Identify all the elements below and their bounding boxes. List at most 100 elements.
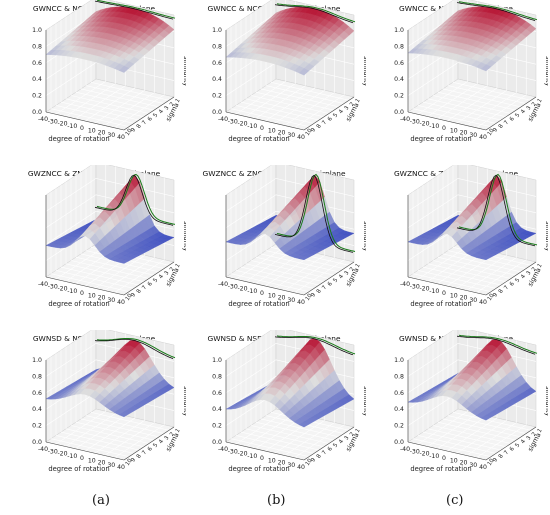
x-tick-label: 20 [460,130,468,137]
surface-plot: GWNCC & NCC for small airplane-40-30-20-… [32,0,186,143]
gridline [255,256,335,276]
x-tick-label: 10 [88,457,96,464]
x-tick-label: 0 [80,455,84,462]
gridline [245,428,325,448]
y-tick-label: 10 [487,128,496,138]
x-tick-label: -40 [218,116,228,123]
x-tick-label: -30 [228,448,238,455]
x-axis-line [407,276,487,296]
z-tick-label: 0.2 [394,93,404,100]
z-tick-label: 0.2 [32,423,42,430]
x-tick-label: 20 [460,295,468,302]
y-axis-label: sigma [526,101,542,122]
z-tick-label: 1.0 [32,357,42,364]
y-tick-label: 6 [509,281,516,288]
y-tick-label: 8 [316,123,323,130]
baseline-curve [94,338,174,359]
baseline-curve [274,174,354,253]
x-tick-label: 30 [287,462,295,469]
y-axis-line [485,261,537,296]
z-tick-label: 0.2 [212,93,222,100]
y-tick-label: 8 [498,123,505,130]
surface-plot: GWZNCC & ZNCC for medium airplane-40-30-… [202,165,366,308]
y-tick-label: 7 [141,449,148,456]
gridline [230,273,310,292]
y-tick-label: 5 [153,442,160,449]
gridline [437,91,517,111]
x-tick-label: 10 [88,127,96,134]
x-tick-label: 40 [479,464,487,471]
y-tick-label: 4 [158,438,165,445]
x-tick-label: -20 [419,451,429,458]
y-tick-label: 8 [136,453,143,460]
y-tick-label: 5 [515,112,522,119]
z-tick-label: 1.0 [394,357,404,364]
z-axis-label: similarity [362,56,366,87]
gridline [452,82,532,101]
gridline [65,263,145,283]
y-tick-label: 1 [355,262,362,269]
x-tick-label: -40 [400,446,410,453]
y-tick-label: 2 [531,431,538,437]
gridline [417,435,497,454]
gridline [240,431,320,451]
y-tick-label: 1 [537,427,544,434]
x-tick-label: -40 [400,281,410,288]
y-tick-label: 2 [349,266,356,272]
gridline [265,250,345,269]
y-axis-label: sigma [344,101,360,122]
surface-plot: GWNSD & NSD for small airplane-40-30-20-… [32,330,186,473]
y-tick-label: 4 [520,273,527,280]
y-axis-line [123,261,175,296]
surface-patch [118,65,130,73]
gridline [412,108,492,127]
y-tick-label: 3 [526,270,533,277]
gridline [55,105,135,124]
gridline [70,425,150,444]
surface-patch [480,64,492,72]
gridline [70,260,150,279]
z-tick-label: 0.0 [32,439,42,446]
gridline [260,253,340,273]
gridline [427,263,507,283]
y-axis-label: sigma [344,431,360,452]
y-axis-label: sigma [164,431,180,452]
baseline-curve [274,4,354,24]
gridline [240,101,320,121]
y-tick-label: 1 [537,262,544,269]
z-tick-label: 0.6 [32,60,42,67]
y-tick-label: 9 [130,127,137,134]
x-tick-label: -10 [429,123,439,130]
x-tick-label: 40 [479,134,487,141]
x-tick-label: -30 [228,283,238,290]
gridline [235,435,315,454]
gridline [245,98,325,118]
x-tick-label: 20 [278,130,286,137]
x-tick-label: 0 [442,125,446,132]
baseline-curve [94,174,174,226]
z-axis-label: similarity [362,386,366,417]
z-tick-label: 0.8 [394,43,404,50]
x-axis-label: degree of rotation [48,465,109,473]
gridline [55,270,135,289]
baseline-curve [94,0,174,20]
gridline [437,256,517,276]
gridline [432,260,512,279]
x-tick-label: -30 [410,448,420,455]
gridline [80,88,160,108]
gridline [427,428,507,448]
z-axis-label: similarity [362,221,366,252]
y-tick-label: 9 [492,457,499,464]
gridline [50,108,130,127]
gridline [240,266,320,286]
y-axis-label: sigma [526,431,542,452]
y-tick-label: 10 [487,293,496,303]
x-tick-label: 0 [442,455,446,462]
x-tick-label: 10 [268,457,276,464]
y-tick-label: 6 [327,446,334,453]
gridline [225,178,355,212]
z-tick-label: 0.6 [394,390,404,397]
x-tick-label: 0 [260,455,264,462]
z-tick-label: 0.4 [32,406,42,413]
caption-b: (b) [267,493,286,508]
